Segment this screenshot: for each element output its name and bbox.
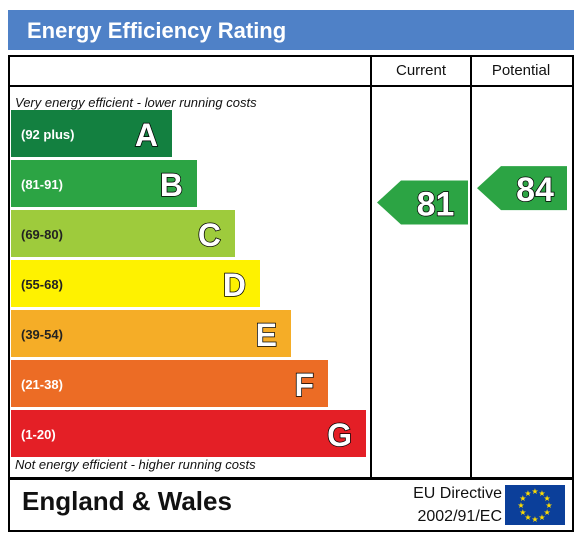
band-range-b: (81-91)	[21, 177, 63, 192]
band-letter-a: A	[135, 117, 158, 153]
band-letter-g: G	[327, 417, 352, 453]
potential-rating-arrow	[477, 166, 567, 211]
footer-frame	[8, 478, 574, 532]
band-bar-d	[11, 260, 260, 307]
top-note: Very energy efficient - lower running co…	[15, 95, 257, 110]
eu-star-icon: ★	[524, 513, 531, 522]
region-label: England & Wales	[22, 486, 232, 516]
eu-star-icon: ★	[517, 501, 524, 510]
eu-flag-icon: ★★★★★★★★★ ★ ★★	[505, 485, 565, 525]
eu-star-icon: ★	[519, 494, 526, 503]
band-letter-b: B	[160, 167, 183, 203]
eu-star-icon: ★	[544, 508, 551, 517]
rating-arrows: 81 84	[377, 166, 567, 225]
eu-directive-code: 2002/91/EC	[417, 508, 502, 525]
eu-star-icon: ★	[545, 501, 552, 510]
eu-star-icon: ★	[531, 487, 538, 496]
rating-bands: (92 plus) A (81-91) B (69-80) C (55-68) D (39-54…	[11, 110, 366, 457]
eu-star-icon: ★	[538, 489, 545, 498]
band-bar-f	[11, 360, 328, 407]
band-bar-a	[11, 110, 172, 157]
potential-rating-value: 84	[516, 171, 554, 209]
band-letter-e: E	[256, 317, 277, 353]
bottom-note: Not energy efficient - higher running co…	[15, 457, 256, 472]
current-column-header: Current	[395, 62, 447, 79]
band-letter-d: D	[223, 267, 246, 303]
current-rating-value: 81	[417, 186, 455, 224]
band-letter-c: C	[198, 217, 221, 253]
band-range-c: (69-80)	[21, 227, 63, 242]
band-letter-f: F	[294, 367, 314, 403]
eu-star-icon: ★	[519, 508, 526, 517]
band-bar-e	[11, 310, 291, 357]
band-range-d: (55-68)	[21, 277, 63, 292]
current-rating-arrow	[377, 180, 468, 225]
band-bar-g	[11, 410, 366, 457]
band-range-e: (39-54)	[21, 327, 63, 342]
band-range-g: (1-20)	[21, 427, 56, 442]
eu-star-icon: ★	[538, 513, 545, 522]
potential-column-header: Potential	[491, 62, 551, 79]
band-bar-b	[11, 160, 197, 207]
page-title: Energy Efficiency Rating	[8, 10, 574, 50]
eu-directive-label: EU Directive	[413, 485, 502, 502]
band-bar-c	[11, 210, 235, 257]
eu-star-icon: ★	[544, 494, 551, 503]
eu-star-icon: ★	[531, 515, 538, 524]
band-range-f: (21-38)	[21, 377, 63, 392]
eu-star-icon: ★	[524, 489, 531, 498]
band-range-a: (92 plus)	[21, 127, 74, 142]
